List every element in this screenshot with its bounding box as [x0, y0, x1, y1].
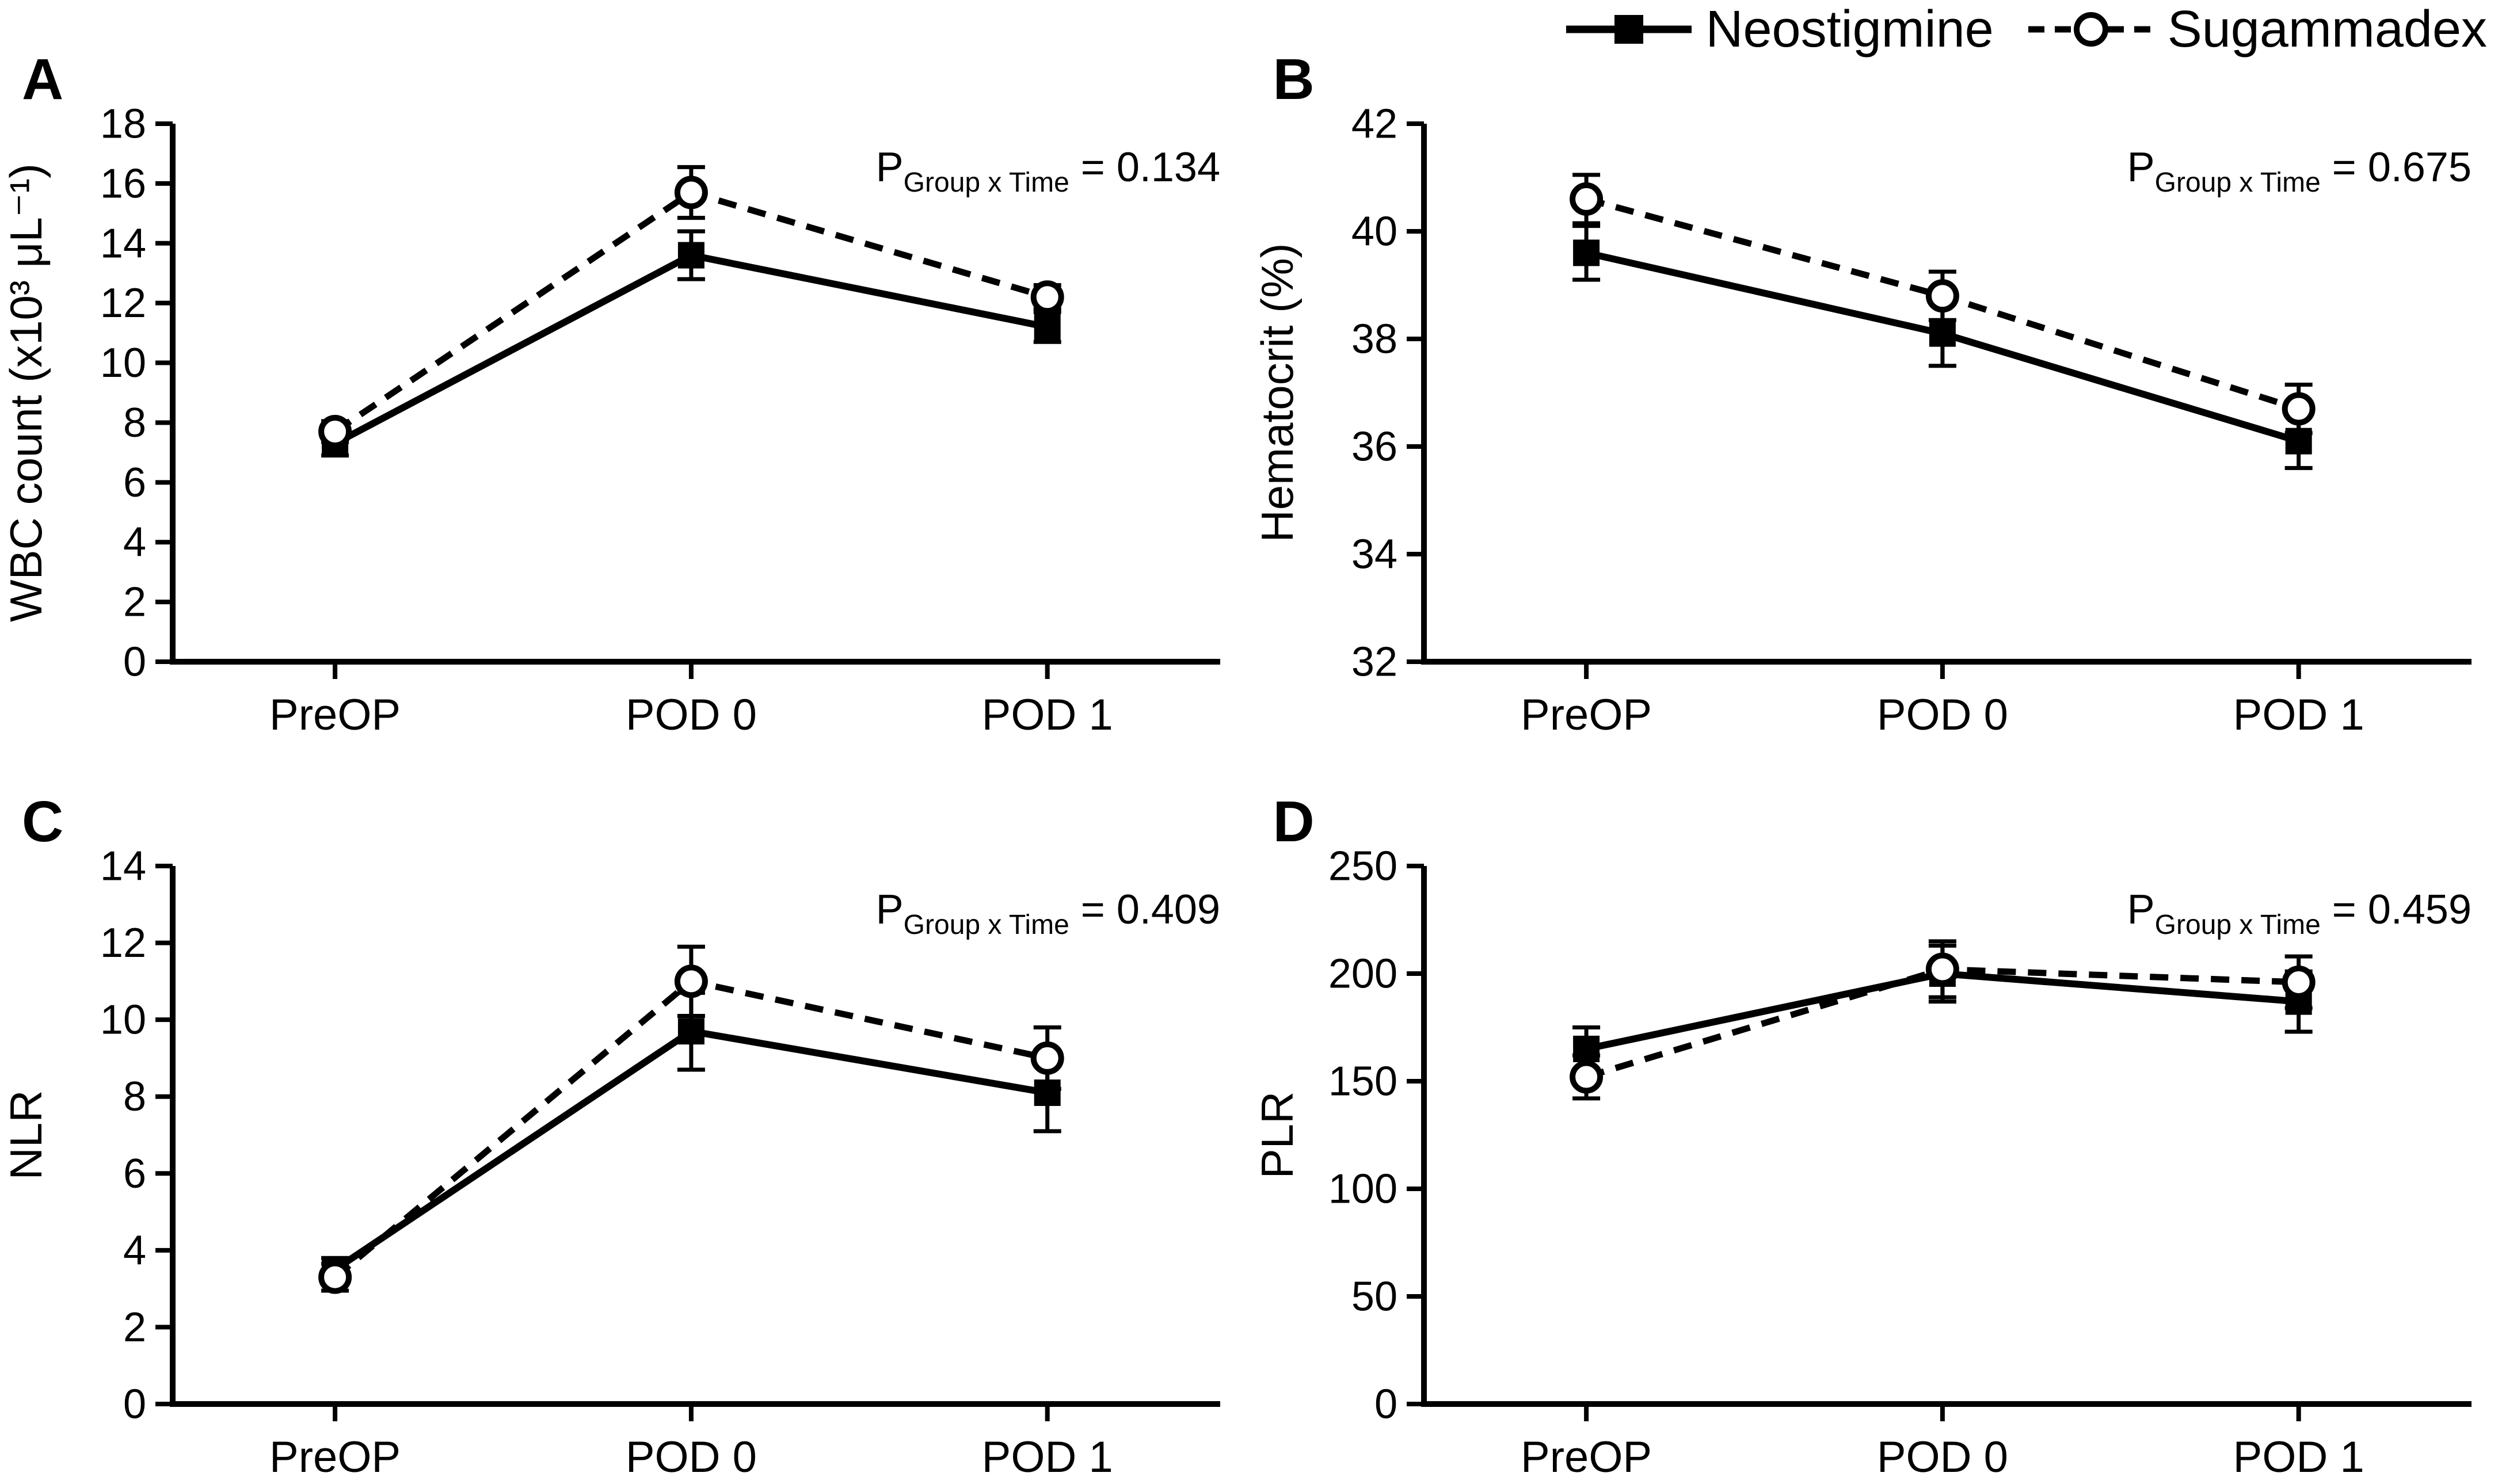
svg-text:POD 1: POD 1: [982, 1433, 1113, 1482]
svg-text:18: 18: [100, 101, 146, 147]
svg-text:14: 14: [100, 220, 146, 266]
svg-text:PGroup x Time = 0.134: PGroup x Time = 0.134: [876, 144, 1220, 198]
legend-label-sugammadex: Sugammadex: [2167, 1, 2487, 58]
svg-text:38: 38: [1351, 316, 1397, 362]
svg-text:40: 40: [1351, 208, 1397, 254]
panel-d-letter: D: [1273, 789, 1316, 854]
svg-text:POD 0: POD 0: [1876, 691, 2008, 739]
svg-text:0: 0: [1374, 1381, 1397, 1427]
svg-text:PreOP: PreOP: [269, 691, 401, 739]
svg-text:34: 34: [1351, 531, 1397, 577]
svg-text:PGroup x Time = 0.459: PGroup x Time = 0.459: [2127, 887, 2471, 940]
legend-label-neostigmine: Neostigmine: [1705, 1, 1994, 58]
svg-text:10: 10: [100, 997, 146, 1043]
svg-text:12: 12: [100, 920, 146, 966]
legend-item-sugammadex: Sugammadex: [2025, 3, 2487, 55]
svg-text:6: 6: [123, 460, 146, 506]
svg-text:200: 200: [1328, 951, 1397, 997]
neostigmine-legend-marker-icon: [1566, 15, 1692, 44]
svg-text:PLR: PLR: [1252, 1091, 1303, 1178]
svg-text:0: 0: [123, 639, 146, 685]
svg-text:POD 1: POD 1: [2233, 1433, 2364, 1482]
svg-text:PreOP: PreOP: [1521, 691, 1652, 739]
panel-a-letter: A: [22, 47, 65, 112]
svg-text:POD 1: POD 1: [2233, 691, 2364, 739]
panel-b-letter: B: [1273, 47, 1316, 112]
svg-text:250: 250: [1328, 843, 1397, 889]
panel-d-plot: 0 50 100 150 200 250 PreOP POD 0 POD 1 PLR PGroup …: [1252, 843, 2471, 1482]
svg-text:32: 32: [1351, 639, 1397, 685]
svg-text:POD 1: POD 1: [982, 691, 1113, 739]
svg-text:8: 8: [123, 1074, 146, 1120]
svg-text:100: 100: [1328, 1166, 1397, 1212]
svg-text:PGroup x Time = 0.675: PGroup x Time = 0.675: [2127, 144, 2471, 198]
legend: Neostigmine Sugammadex: [1563, 3, 2487, 55]
panel-c-letter: C: [22, 789, 65, 854]
svg-text:10: 10: [100, 340, 146, 386]
svg-text:14: 14: [100, 843, 146, 889]
svg-text:2: 2: [123, 1304, 146, 1350]
sugammadex-legend-marker-icon: [2028, 12, 2154, 47]
svg-text:0: 0: [123, 1381, 146, 1427]
panel-a: A 0 2 4 6 8 10 12 14 16 18 PreOP POD 0 POD 1 WBC coun…: [0, 0, 1251, 742]
legend-item-neostigmine: Neostigmine: [1563, 1, 1994, 58]
svg-text:Hematocrit (%): Hematocrit (%): [1252, 243, 1303, 542]
svg-text:2: 2: [123, 579, 146, 625]
svg-text:12: 12: [100, 280, 146, 326]
panel-c-plot: 0 2 4 6 8 10 12 14 PreOP POD 0 POD 1 NLR PGroup x Ti…: [1, 843, 1220, 1482]
svg-text:36: 36: [1351, 424, 1397, 470]
svg-text:50: 50: [1351, 1273, 1397, 1319]
svg-text:PGroup x Time = 0.409: PGroup x Time = 0.409: [876, 887, 1220, 940]
panel-b-plot: 32 34 36 38 40 42 PreOP POD 0 POD 1 Hematocrit (%…: [1252, 101, 2471, 739]
svg-text:6: 6: [123, 1150, 146, 1196]
panel-b: B 32 34 36 38 40 42 PreOP POD 0 POD 1 Hematocrit …: [1251, 0, 2502, 742]
panel-a-plot: 0 2 4 6 8 10 12 14 16 18 PreOP POD 0 POD 1 WBC count …: [1, 101, 1220, 739]
svg-text:POD 0: POD 0: [626, 1433, 757, 1482]
svg-text:8: 8: [123, 400, 146, 446]
svg-text:42: 42: [1351, 101, 1397, 147]
svg-text:POD 0: POD 0: [626, 691, 757, 739]
svg-text:WBC count (x10³ μL⁻¹): WBC count (x10³ μL⁻¹): [1, 163, 51, 622]
panel-d: D 0 50 100 150 200 250 PreOP POD 0 POD 1 PLR PGrou…: [1251, 742, 2502, 1484]
svg-text:PreOP: PreOP: [1521, 1433, 1652, 1482]
svg-text:16: 16: [100, 161, 146, 207]
svg-text:150: 150: [1328, 1058, 1397, 1104]
svg-text:4: 4: [123, 520, 146, 566]
svg-text:NLR: NLR: [1, 1090, 51, 1180]
svg-text:4: 4: [123, 1227, 146, 1273]
svg-text:POD 0: POD 0: [1876, 1433, 2008, 1482]
panel-c: C 0 2 4 6 8 10 12 14 PreOP POD 0 POD 1 NLR PGroup x …: [0, 742, 1251, 1484]
svg-text:PreOP: PreOP: [269, 1433, 401, 1482]
